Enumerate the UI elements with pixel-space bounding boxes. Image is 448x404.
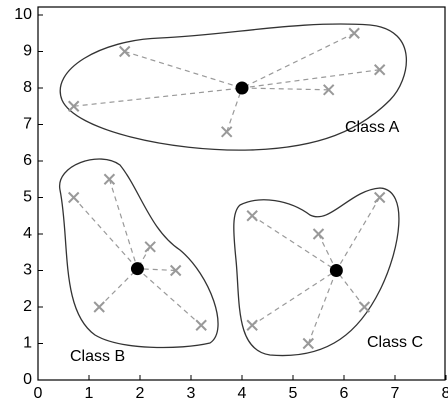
x-tick-label: 1 xyxy=(85,385,94,402)
assignment-line xyxy=(307,270,337,344)
y-tick-label: 9 xyxy=(23,43,32,60)
assignment-line xyxy=(317,233,337,271)
y-tick-label: 1 xyxy=(23,335,32,352)
cluster-outline xyxy=(59,158,219,349)
x-tick-label: 0 xyxy=(34,385,43,402)
x-tick-label: 6 xyxy=(340,385,349,402)
y-tick-label: 0 xyxy=(23,371,32,388)
y-tick-label: 10 xyxy=(14,6,32,23)
y-tick-label: 8 xyxy=(23,79,32,96)
assignment-line xyxy=(335,270,365,308)
data-point xyxy=(246,210,258,222)
assignment-line xyxy=(73,87,243,107)
y-tick-label: 3 xyxy=(23,262,32,279)
data-point xyxy=(322,84,335,96)
class-label: Class C xyxy=(367,334,423,351)
data-point xyxy=(348,27,360,39)
y-tick-label: 4 xyxy=(23,225,32,242)
assignment-line xyxy=(98,268,138,308)
data-point xyxy=(302,337,315,350)
assignment-line xyxy=(124,50,243,89)
data-point xyxy=(373,191,386,204)
centroid xyxy=(130,262,144,276)
x-tick-label: 7 xyxy=(391,385,400,402)
y-tick-label: 6 xyxy=(23,152,32,169)
centroid xyxy=(235,81,249,95)
cluster-outline xyxy=(59,23,407,151)
data-point xyxy=(118,45,131,58)
data-point xyxy=(67,100,80,112)
x-tick-label: 4 xyxy=(238,385,247,402)
data-point xyxy=(103,173,116,185)
assignment-line xyxy=(241,32,355,89)
data-point xyxy=(312,228,325,240)
y-tick-label: 2 xyxy=(23,298,32,315)
data-point xyxy=(93,301,105,313)
assignment-line xyxy=(251,215,337,272)
x-tick-label: 5 xyxy=(289,385,298,402)
y-tick-label: 7 xyxy=(23,116,32,133)
assignment-line xyxy=(137,268,202,326)
data-point xyxy=(246,319,258,331)
assignment-line xyxy=(335,197,381,271)
data-point xyxy=(67,191,80,204)
assignment-line xyxy=(251,269,337,326)
cluster-outline xyxy=(233,187,400,357)
assignment-line xyxy=(108,179,139,269)
data-point xyxy=(220,126,233,138)
x-tick-label: 8 xyxy=(442,385,448,402)
data-point xyxy=(144,241,156,253)
class-label: Class A xyxy=(345,119,400,136)
assignment-line xyxy=(73,197,138,270)
assignment-line xyxy=(241,87,329,91)
assignment-line xyxy=(226,87,243,132)
data-point xyxy=(169,264,182,277)
class-label: Class B xyxy=(70,348,125,365)
centroid xyxy=(329,264,343,277)
assignment-line xyxy=(241,69,380,89)
y-tick-label: 5 xyxy=(23,189,32,206)
data-point xyxy=(195,319,207,331)
data-point xyxy=(373,64,386,76)
x-tick-label: 2 xyxy=(136,385,145,402)
data-point xyxy=(358,301,371,313)
x-tick-label: 3 xyxy=(187,385,196,402)
